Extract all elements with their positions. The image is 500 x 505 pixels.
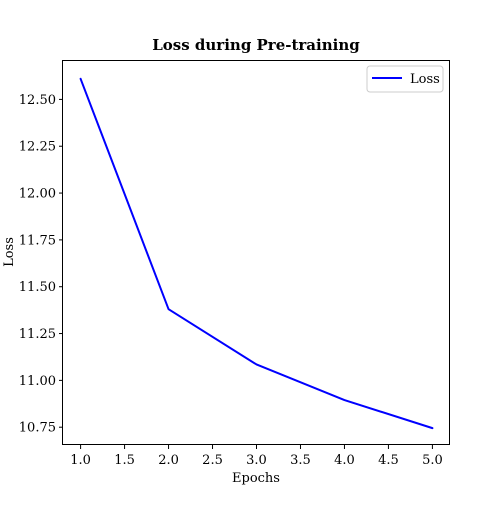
x-tick-label: 4.5: [378, 453, 399, 468]
y-tick-label: 10.75: [19, 421, 56, 436]
x-tick-label: 1.0: [70, 453, 91, 468]
x-axis-label: Epochs: [232, 471, 280, 486]
x-tick-label: 2.5: [202, 453, 223, 468]
x-tick-label: 5.0: [422, 453, 443, 468]
ticks-group: 1.0 1.5 2.0 2.5 3.0 3.5 4.0 4.5 5.0 10.75 11.00 11.…: [19, 93, 443, 468]
y-tick-label: 12.00: [19, 187, 56, 202]
plot-area-frame: [62, 60, 450, 445]
x-tick-label: 3.0: [246, 453, 267, 468]
x-tick-label: 4.0: [334, 453, 355, 468]
y-tick-label: 11.75: [19, 233, 56, 248]
y-tick-label: 12.25: [19, 140, 56, 155]
y-axis-label: Loss: [2, 237, 17, 267]
series-group: [79, 77, 434, 430]
legend-box: [366, 65, 444, 93]
legend-label: Loss: [410, 72, 440, 87]
legend: Loss: [366, 65, 444, 93]
y-tick-label: 11.00: [19, 374, 56, 389]
y-tick-label: 11.25: [19, 327, 56, 342]
x-tick-label: 3.5: [290, 453, 311, 468]
x-tick-label: 2.0: [158, 453, 179, 468]
series-line-loss: [79, 77, 434, 430]
y-tick-label: 12.50: [19, 93, 56, 108]
x-tick-label: 1.5: [114, 453, 135, 468]
chart-title: Loss during Pre-training: [152, 36, 360, 54]
y-tick-label: 11.50: [19, 280, 56, 295]
